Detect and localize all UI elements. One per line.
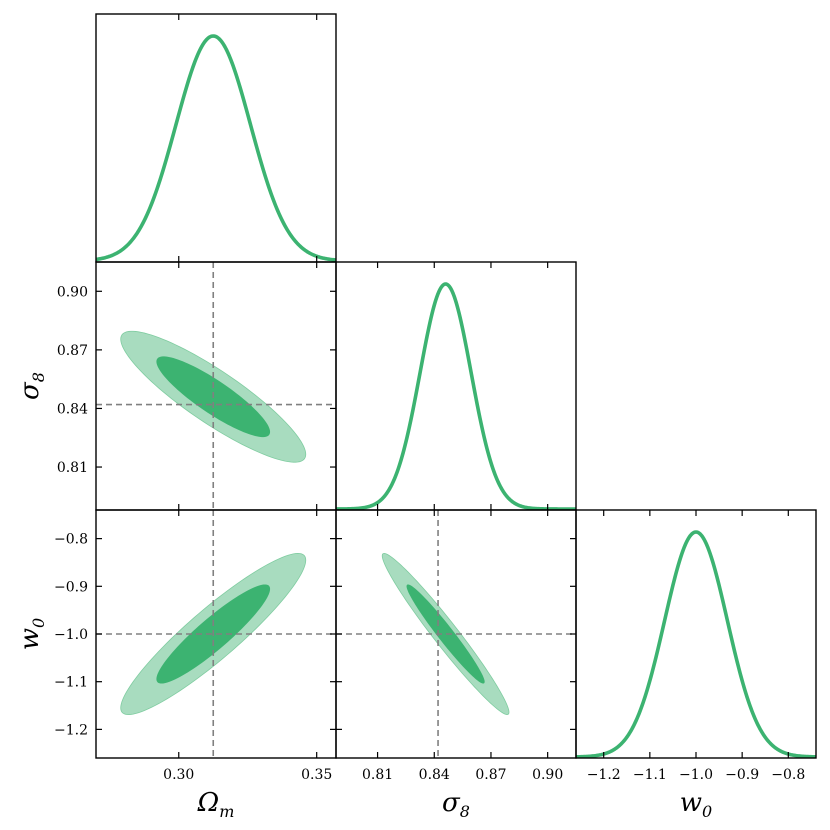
ytick-label-w0: −0.8 <box>54 532 88 548</box>
contour-s8-w0 <box>381 553 510 715</box>
fiducial-lines-s8-w0 <box>336 510 576 758</box>
xaxis-label-om-main: Ω <box>197 788 220 818</box>
contour-1sigma-s8-w0 <box>406 584 485 684</box>
fiducial-lines-om-s8 <box>96 262 336 510</box>
xtick-label-w0: −1.0 <box>679 767 713 783</box>
xtick-label-s8: 0.81 <box>362 767 393 783</box>
xaxis-label-om: Ωm <box>197 788 235 821</box>
ytick-label-w0: −0.9 <box>54 579 88 595</box>
xaxis-label-w0: w0 <box>680 788 712 821</box>
ytick-label-w0: −1.2 <box>54 722 88 738</box>
ytick-label-s8: 0.87 <box>57 343 88 359</box>
xtick-label-s8: 0.84 <box>419 767 450 783</box>
yaxis-label-s8: σ8 <box>15 372 48 400</box>
xaxis-label-s8: σ8 <box>442 788 470 821</box>
yaxis-label-s8-main: σ <box>15 381 45 400</box>
fiducial-lines-om-w0 <box>96 510 336 758</box>
xaxis-label-s8-main: σ <box>442 788 461 818</box>
xaxis-label-s8-sub: 8 <box>460 802 470 821</box>
ytick-label-s8: 0.81 <box>57 460 88 476</box>
xaxis-label-w0-sub: 0 <box>702 802 712 821</box>
yaxis-label-w0: w0 <box>15 618 48 650</box>
xtick-label-om: 0.35 <box>301 767 332 783</box>
ytick-label-s8: 0.90 <box>57 284 88 300</box>
panel-frame-0-0 <box>95 13 337 263</box>
xtick-label-w0: −0.8 <box>771 767 805 783</box>
ytick-label-s8: 0.84 <box>57 401 88 417</box>
ytick-label-w0: −1.0 <box>54 627 88 643</box>
xtick-label-w0: −0.9 <box>725 767 759 783</box>
marginal-om <box>96 34 336 262</box>
marginal-w0 <box>576 530 816 758</box>
yaxis-label-w0-sub: 0 <box>29 618 48 628</box>
xtick-label-w0: −1.2 <box>587 767 621 783</box>
marginal-s8 <box>336 282 576 510</box>
xaxis-label-w0-main: w <box>680 788 702 818</box>
xaxis-label-om-sub: m <box>219 802 234 821</box>
xtick-label-w0: −1.1 <box>633 767 667 783</box>
ytick-label-w0: −1.1 <box>54 675 88 691</box>
panel-frame-2-2 <box>575 509 817 759</box>
yaxis-label-w0-main: w <box>15 628 45 650</box>
yaxis-label-s8-sub: 8 <box>29 372 48 382</box>
xtick-label-s8: 0.87 <box>475 767 506 783</box>
xtick-label-s8: 0.90 <box>532 767 563 783</box>
xtick-label-om: 0.30 <box>163 767 194 783</box>
